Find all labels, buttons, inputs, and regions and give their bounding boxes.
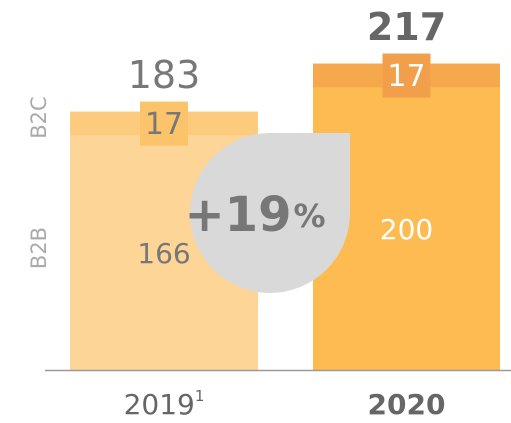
value-label: 166 (137, 237, 190, 270)
series-label: B2B (27, 227, 51, 269)
value-label: 200 (380, 213, 433, 246)
total-label: 217 (367, 5, 446, 49)
growth-unit: % (293, 197, 325, 235)
growth-label: +19% (184, 187, 325, 243)
footnote-marker: 1 (195, 387, 205, 405)
x-tick-label: 2020 (368, 388, 446, 421)
value-label: 17 (145, 107, 183, 142)
x-tick-label: 20191 (124, 387, 205, 422)
total-label: 183 (128, 53, 201, 97)
growth-value: +19 (184, 187, 291, 243)
value-label: 17 (387, 59, 425, 94)
growth-bubble (190, 133, 350, 293)
value-label-box (382, 53, 431, 98)
value-label-box (140, 101, 188, 146)
category-name: 2020 (368, 388, 446, 421)
series-label: B2C (27, 96, 51, 138)
category-name: 2019 (124, 388, 195, 421)
